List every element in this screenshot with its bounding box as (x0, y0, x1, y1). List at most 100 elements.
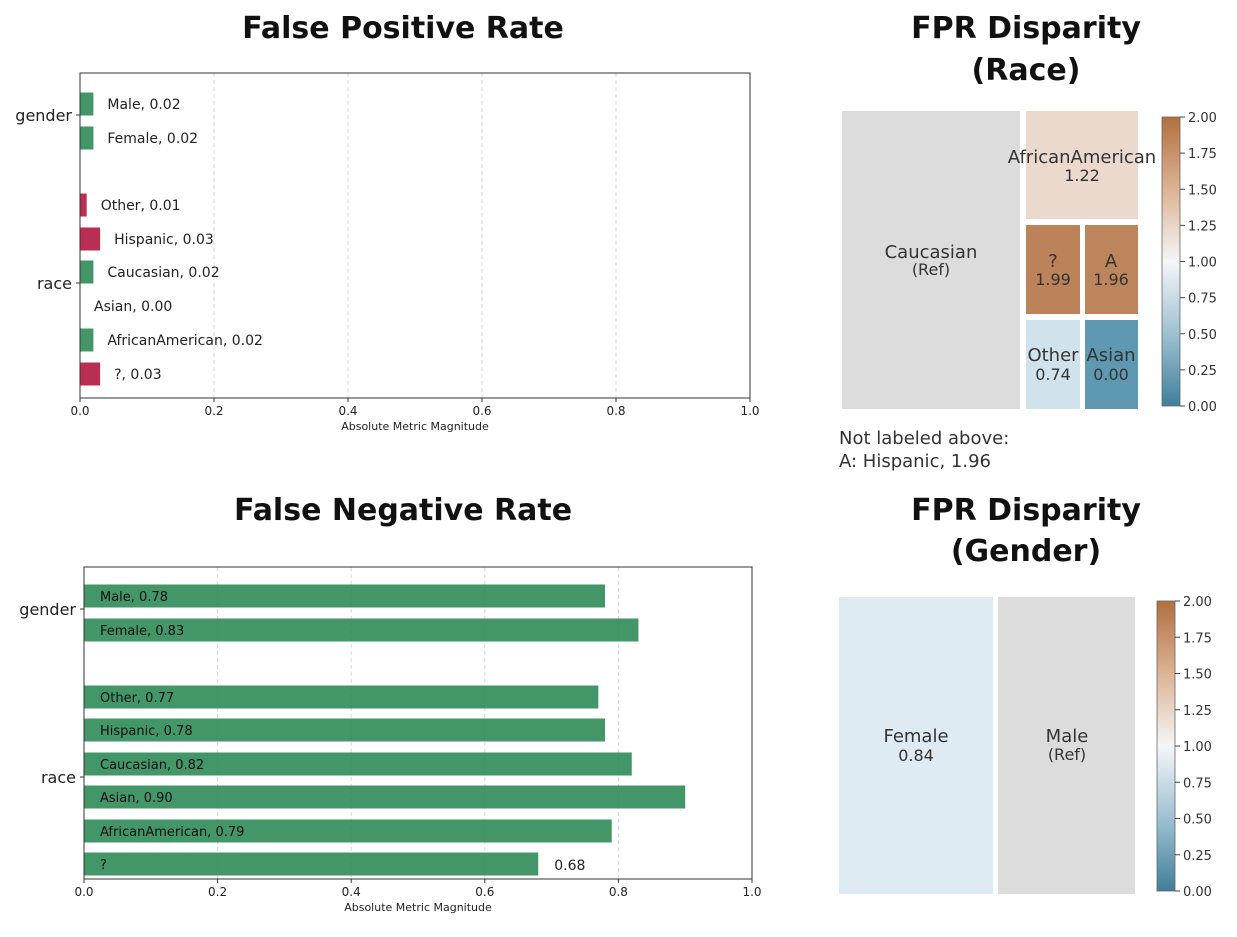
tm-cell-female-sub: 0.84 (898, 746, 934, 765)
tm-cell-female-name: Female (883, 726, 948, 747)
fpr-bar-label-africanamerican: AfricanAmerican, 0.02 (107, 333, 263, 349)
fnr-bar-hispanic (84, 718, 606, 742)
fpr-bar-male (80, 92, 94, 116)
race-cb-tick-label: 0.50 (1188, 328, 1217, 343)
fpr-bar-unknown (80, 362, 101, 386)
fpr-bar-chart: Male, 0.02 Female, 0.02 Other, 0.01 Hispani… (15, 72, 760, 433)
fpr-bar-other (80, 193, 87, 217)
tm-cell-male-name: Male (1046, 726, 1089, 747)
fpr-bar-label-hispanic: Hispanic, 0.03 (114, 232, 214, 248)
fnr-xaxis-label: Absolute Metric Magnitude (344, 901, 492, 914)
fpr-bar-label-female: Female, 0.02 (107, 131, 198, 147)
race-cb-tick-label: 0.25 (1188, 364, 1217, 379)
fnr-xtick-label: 0.0 (74, 885, 93, 899)
gender-cb-tick-label: 0.00 (1183, 885, 1212, 900)
gender-disparity-title-line1: FPR Disparity (911, 493, 1141, 528)
gender-cb-tick-label: 1.25 (1183, 704, 1212, 719)
fnr-xtick-label: 0.8 (609, 885, 628, 899)
fpr-bar-hispanic (80, 227, 101, 251)
tm-cell-a-name: A (1105, 251, 1118, 272)
fnr-bar-label-unknown: ? (100, 858, 107, 873)
fpr-axes-frame (79, 72, 751, 399)
gender-cb-tick-label: 1.00 (1183, 740, 1212, 755)
fpr-xtick-label: 0.6 (472, 404, 491, 418)
gender-disparity-title-line2: (Gender) (951, 534, 1101, 569)
race-disparity-title-line2: (Race) (972, 53, 1081, 88)
fnr-bar-label-africanamerican: AfricanAmerican, 0.79 (100, 825, 244, 840)
tm-cell-caucasian-sub: (Ref) (912, 260, 950, 279)
fpr-bar-label-caucasian: Caucasian, 0.02 (107, 265, 219, 281)
fnr-axes-frame (83, 566, 753, 880)
fpr-xtick-label: 0.0 (70, 404, 89, 418)
fnr-bar-male (84, 584, 606, 608)
fpr-xtick-label: 0.4 (338, 404, 357, 418)
fnr-chart-title: False Negative Rate (234, 493, 572, 528)
race-cb-tick-label: 0.75 (1188, 292, 1217, 307)
tm-cell-africanamerican-sub: 1.22 (1064, 166, 1100, 185)
race-cb-tick-label: 1.25 (1188, 219, 1217, 234)
gender-cb-tick-label: 2.00 (1183, 595, 1212, 610)
race-colorbar: 0.00 0.25 0.50 0.75 1.00 1.25 1.50 1.75 2.00 (1161, 111, 1217, 415)
gender-cb-tick-label: 0.50 (1183, 813, 1212, 828)
fnr-bar-chart: Male, 0.78 Female, 0.83 Other, 0.77 Hispani… (19, 566, 762, 914)
fnr-xtick-label: 0.2 (208, 885, 227, 899)
race-cb-tick-label: 0.00 (1188, 400, 1217, 415)
fpr-group-label-gender: gender (15, 106, 72, 125)
fpr-chart-title: False Positive Rate (242, 11, 564, 46)
tm-cell-africanamerican (1026, 111, 1138, 219)
tm-cell-a (1085, 225, 1138, 314)
tm-cell-asian (1085, 320, 1138, 409)
fnr-xtick-label: 0.4 (342, 885, 361, 899)
fnr-group-label-gender: gender (19, 600, 76, 619)
tm-cell-female (839, 597, 993, 894)
fnr-bar-other (84, 685, 599, 709)
fnr-bar-label-female: Female, 0.83 (100, 624, 184, 639)
fnr-bar-label-other: Other, 0.77 (100, 691, 174, 706)
fnr-bar-label-asian: Asian, 0.90 (100, 791, 173, 806)
fnr-bar-label-male: Male, 0.78 (100, 590, 168, 605)
tm-cell-male-sub: (Ref) (1048, 745, 1086, 764)
fnr-bar-caucasian (84, 752, 632, 776)
fpr-bar-label-male: Male, 0.02 (107, 97, 180, 113)
gender-cb-tick-label: 1.75 (1183, 631, 1212, 646)
tm-cell-other-name: Other (1027, 345, 1079, 366)
fnr-bar-asian (84, 785, 686, 809)
tm-cell-male (998, 597, 1135, 894)
race-cb-tick-label: 2.00 (1188, 111, 1217, 126)
tm-cell-caucasian-name: Caucasian (885, 242, 978, 263)
tm-cell-africanamerican-name: AfricanAmerican (1008, 147, 1156, 168)
fnr-bar-label-caucasian: Caucasian, 0.82 (100, 758, 204, 773)
race-disparity-title-line1: FPR Disparity (911, 11, 1141, 46)
tm-cell-other-sub: 0.74 (1035, 365, 1071, 384)
fpr-xtick-label: 1.0 (740, 404, 759, 418)
fpr-bar-label-unknown: ?, 0.03 (114, 367, 162, 383)
tm-cell-caucasian (842, 111, 1020, 409)
fpr-bar-female (80, 126, 94, 150)
tm-cell-unknown (1026, 225, 1080, 314)
fnr-xtick-label: 0.6 (475, 885, 494, 899)
gender-cb-tick-label: 0.25 (1183, 849, 1212, 864)
gender-disparity-treemap: Female 0.84 Male (Ref) (839, 597, 1135, 894)
race-disparity-treemap: Caucasian (Ref) AfricanAmerican 1.22 ? 1… (842, 111, 1156, 409)
tm-cell-other (1026, 320, 1080, 409)
race-note-line2: A: Hispanic, 1.96 (839, 451, 991, 472)
fnr-bar-unknown (84, 852, 539, 876)
fpr-bar-label-other: Other, 0.01 (101, 198, 181, 214)
race-cb-tick-label: 1.50 (1188, 183, 1217, 198)
tm-cell-unknown-sub: 1.99 (1035, 270, 1071, 289)
gender-colorbar: 0.00 0.25 0.50 0.75 1.00 1.25 1.50 1.75 2.00 (1156, 595, 1212, 900)
race-cb-tick-label: 1.75 (1188, 147, 1217, 162)
gender-cb-tick-label: 0.75 (1183, 776, 1212, 791)
race-cb-gradient (1161, 116, 1181, 407)
fnr-group-label-race: race (41, 768, 76, 787)
fpr-xtick-label: 0.2 (204, 404, 223, 418)
fnr-xtick-label: 1.0 (742, 885, 761, 899)
tm-cell-asian-name: Asian (1086, 345, 1135, 366)
tm-cell-a-sub: 1.96 (1093, 270, 1129, 289)
fpr-bar-label-asian: Asian, 0.00 (94, 299, 172, 315)
fpr-bar-africanamerican (80, 328, 94, 352)
fnr-bar-female (84, 618, 639, 642)
race-cb-tick-label: 1.00 (1188, 256, 1217, 271)
fnr-bar-label-hispanic: Hispanic, 0.78 (100, 724, 193, 739)
